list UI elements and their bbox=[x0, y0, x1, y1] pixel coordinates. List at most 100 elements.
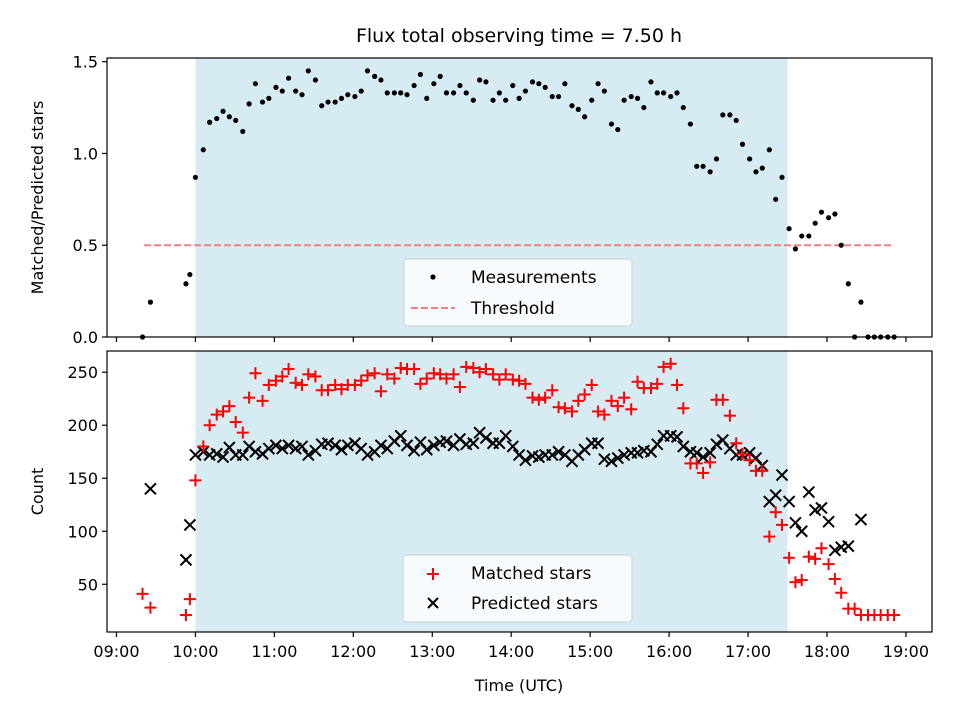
measurement-point bbox=[845, 281, 851, 287]
matched-star-point bbox=[598, 408, 611, 421]
matched-star-point bbox=[625, 403, 638, 416]
predicted-star-point bbox=[605, 455, 618, 468]
measurement-point bbox=[338, 95, 345, 101]
x-tick-label: 14:00 bbox=[488, 642, 534, 661]
predicted-star-point bbox=[670, 430, 684, 444]
predicted-star-point bbox=[651, 438, 664, 451]
matched-star-point bbox=[374, 385, 387, 398]
measurement-point bbox=[516, 95, 522, 101]
measurement-point bbox=[273, 84, 279, 90]
y-tick-label: 0.0 bbox=[73, 328, 98, 347]
measurement-point bbox=[615, 126, 621, 133]
measurement-point bbox=[220, 108, 226, 114]
x-axis-label: Time (UTC) bbox=[474, 676, 563, 695]
measurement-point bbox=[522, 88, 529, 94]
matched-star-point bbox=[815, 542, 828, 555]
measurement-point bbox=[773, 196, 779, 202]
matched-star-point bbox=[487, 368, 500, 381]
predicted-star-point bbox=[269, 439, 283, 452]
predicted-star-point bbox=[842, 539, 855, 553]
legend-measurements-marker bbox=[430, 274, 436, 280]
predicted-star-point bbox=[815, 501, 828, 515]
measurement-point bbox=[799, 233, 805, 239]
matched-star-point bbox=[690, 457, 703, 470]
measurement-point bbox=[503, 97, 509, 103]
measurement-point bbox=[779, 174, 785, 180]
measurement-point bbox=[200, 147, 206, 153]
predicted-star-point bbox=[189, 448, 202, 462]
measurement-point bbox=[345, 92, 351, 98]
predicted-star-point bbox=[690, 446, 703, 460]
matched-star-point bbox=[329, 378, 342, 391]
y-tick-label: 200 bbox=[67, 416, 98, 435]
measurement-point bbox=[747, 156, 753, 162]
measurement-point bbox=[240, 128, 246, 135]
predicted-star-point bbox=[591, 437, 605, 450]
measurement-point bbox=[299, 92, 305, 98]
predicted-star-point bbox=[467, 437, 480, 450]
matched-star-point bbox=[546, 384, 559, 397]
matched-star-point bbox=[539, 391, 552, 404]
matched-star-point bbox=[262, 378, 275, 391]
measurement-point bbox=[226, 114, 232, 120]
matched-star-point bbox=[203, 419, 216, 432]
matched-star-point bbox=[769, 506, 782, 519]
measurement-point bbox=[549, 93, 555, 100]
matched-star-point bbox=[697, 466, 710, 479]
predicted-star-point bbox=[677, 440, 690, 453]
predicted-star-point bbox=[552, 445, 565, 458]
matched-star-point bbox=[631, 375, 644, 388]
y-tick-label: 250 bbox=[67, 363, 98, 382]
predicted-star-point bbox=[506, 440, 519, 453]
predicted-star-point bbox=[341, 439, 354, 452]
y-tick-label: 50 bbox=[78, 575, 98, 594]
predicted-star-point bbox=[546, 448, 559, 462]
legend-predicted-label: Predicted stars bbox=[471, 594, 598, 614]
matched-star-point bbox=[572, 394, 585, 407]
measurement-point bbox=[641, 104, 647, 111]
predicted-star-point bbox=[276, 442, 289, 455]
matched-star-point bbox=[783, 551, 796, 564]
measurement-point bbox=[720, 112, 726, 118]
legend-predicted-marker bbox=[427, 597, 439, 609]
measurement-point bbox=[674, 90, 680, 96]
measurement-point bbox=[424, 95, 430, 101]
x-tick-label: 17:00 bbox=[725, 642, 771, 661]
measurement-point bbox=[246, 101, 252, 107]
x-tick-label: 16:00 bbox=[646, 642, 692, 661]
measurement-point bbox=[417, 71, 424, 78]
matched-star-point bbox=[763, 530, 776, 543]
x-tick-label: 13:00 bbox=[409, 642, 455, 661]
x-tick-label: 15:00 bbox=[567, 642, 613, 661]
matched-star-point bbox=[348, 378, 361, 391]
matched-star-point bbox=[302, 368, 315, 381]
matched-star-point bbox=[776, 518, 788, 531]
count-plot-frame bbox=[106, 350, 933, 633]
predicted-star-point bbox=[236, 448, 249, 462]
measurement-point bbox=[562, 81, 568, 87]
measurement-point bbox=[628, 93, 634, 100]
measurement-point bbox=[582, 114, 588, 120]
measurement-point bbox=[192, 174, 199, 180]
count-y-axis-label: Count bbox=[28, 468, 47, 516]
measurement-point bbox=[608, 121, 615, 127]
predicted-star-point bbox=[262, 442, 276, 455]
predicted-star-point bbox=[374, 439, 388, 452]
predicted-star-point bbox=[361, 448, 374, 462]
measurement-points-layer bbox=[139, 68, 897, 340]
measurement-point bbox=[575, 106, 581, 112]
predicted-star-point bbox=[822, 515, 835, 528]
matched-star-point bbox=[414, 377, 427, 390]
matched-star-point bbox=[355, 374, 368, 387]
measurement-point bbox=[529, 79, 536, 85]
matched-star-point bbox=[493, 373, 506, 386]
matched-star-point bbox=[822, 558, 835, 571]
measurement-point bbox=[825, 215, 832, 221]
predicted-star-point bbox=[703, 446, 717, 460]
predicted-star-point bbox=[328, 439, 342, 452]
x-tick-label: 11:00 bbox=[251, 642, 297, 661]
predicted-star-point bbox=[394, 429, 407, 443]
predicted-star-point bbox=[789, 516, 802, 529]
matched-star-point bbox=[136, 587, 149, 600]
